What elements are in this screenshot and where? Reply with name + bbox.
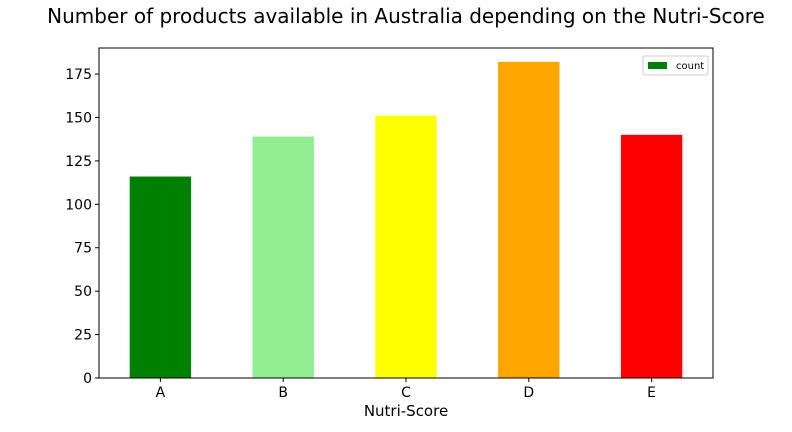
y-tick-label-0: 0 xyxy=(83,371,92,387)
bar-a xyxy=(129,176,192,378)
y-tick-label-25: 25 xyxy=(74,328,92,344)
legend: count xyxy=(642,55,709,76)
chart-title: Number of products available in Australi… xyxy=(47,4,765,28)
bar-c xyxy=(375,115,437,378)
bars-group xyxy=(129,61,683,378)
y-tick-label-175: 175 xyxy=(65,67,92,83)
x-tick-label-b: B xyxy=(278,385,288,401)
x-tick-label-c: C xyxy=(401,385,411,401)
legend-box xyxy=(642,55,709,76)
y-tick-label-100: 100 xyxy=(65,197,92,213)
y-tick-label-125: 125 xyxy=(65,154,92,170)
bar-d xyxy=(498,61,560,378)
x-tick-label-e: E xyxy=(647,385,656,401)
y-tick-label-50: 50 xyxy=(74,284,92,300)
plot-frame xyxy=(98,47,714,379)
legend-entry-count: count xyxy=(676,61,704,72)
y-axis: 0 25 50 75 100 125 150 175 xyxy=(65,67,99,387)
x-tick-label-a: A xyxy=(156,385,166,401)
bar-b xyxy=(252,136,314,378)
bar-e xyxy=(620,134,683,378)
y-tick-label-75: 75 xyxy=(74,241,92,257)
x-axis: A B C D E xyxy=(156,378,656,401)
x-axis-label: Nutri-Score xyxy=(364,402,448,420)
y-tick-label-150: 150 xyxy=(65,110,92,126)
x-tick-label-d: D xyxy=(523,385,534,401)
legend-swatch xyxy=(648,62,667,69)
